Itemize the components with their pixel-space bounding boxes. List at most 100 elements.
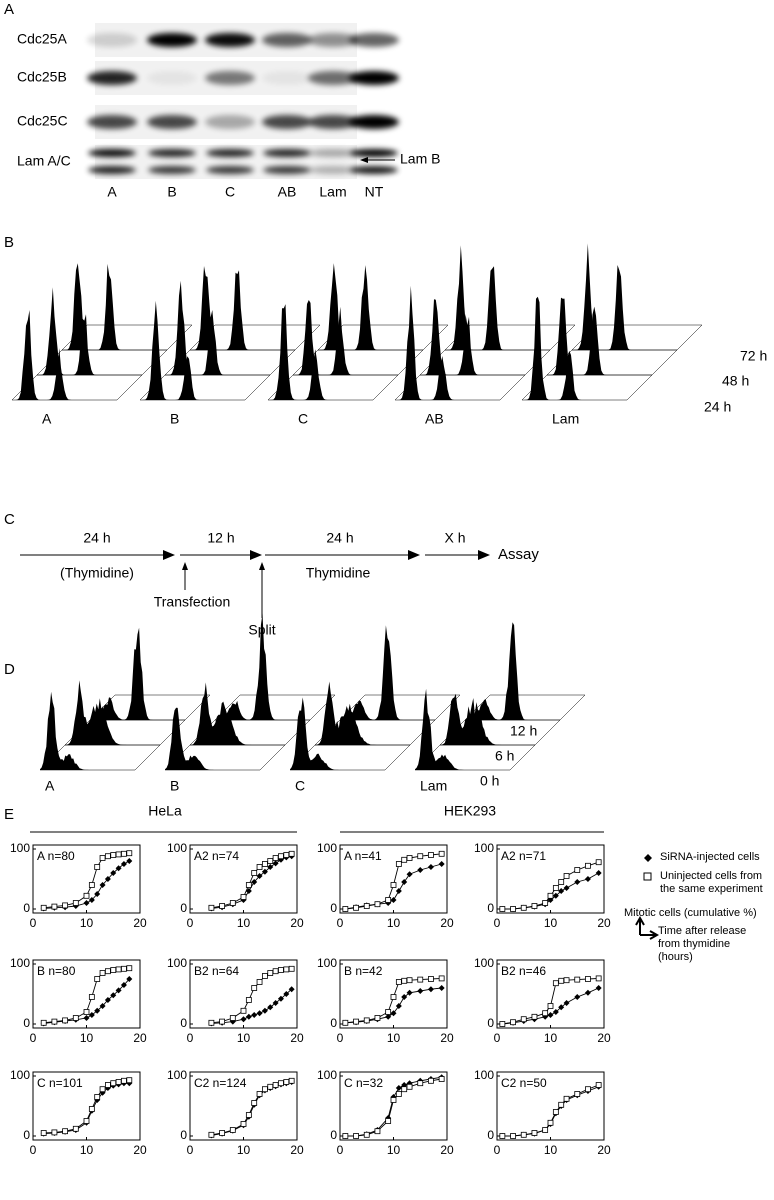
- marker-square: [288, 850, 295, 857]
- band: [350, 149, 398, 157]
- marker-diamond: [99, 882, 106, 888]
- row-label: Cdc25B: [17, 69, 67, 85]
- marker-square: [51, 903, 58, 910]
- marker-square: [219, 903, 226, 909]
- row-label: Cdc25A: [17, 31, 67, 47]
- marker-square: [385, 1118, 392, 1124]
- marker-diamond: [401, 994, 408, 1000]
- row-label: Lam A/C: [17, 153, 71, 169]
- marker-square: [288, 1077, 295, 1084]
- marker-square: [428, 1077, 434, 1084]
- histogram: [465, 622, 560, 720]
- marker-square: [558, 1101, 565, 1108]
- marker-diamond: [99, 1003, 106, 1009]
- marker-square: [51, 1018, 58, 1025]
- marker-square: [283, 966, 290, 973]
- marker-square: [499, 1021, 506, 1027]
- marker-square: [256, 979, 263, 985]
- marker-square: [261, 861, 268, 867]
- marker-diamond: [267, 864, 274, 870]
- marker-diamond: [385, 1013, 392, 1020]
- y-tick-label: 100: [317, 841, 337, 855]
- marker-square: [251, 1100, 258, 1106]
- y-tick-label: 0: [180, 1016, 187, 1030]
- marker-diamond: [110, 992, 117, 999]
- duration: X h: [444, 530, 465, 546]
- marker-square: [115, 1079, 122, 1085]
- chart-title: A n=80: [37, 849, 75, 863]
- marker-square: [401, 1086, 408, 1093]
- marker-diamond: [104, 876, 111, 882]
- marker-square: [563, 1095, 570, 1102]
- y-tick-label: 0: [23, 1128, 30, 1142]
- marker-square: [363, 1131, 370, 1138]
- marker-diamond: [261, 1007, 268, 1014]
- lane-label: A: [107, 184, 117, 200]
- chart-title: B n=80: [37, 964, 76, 978]
- time-label: 6 h: [495, 748, 514, 764]
- arrow-head: [478, 550, 490, 560]
- marker-square: [374, 901, 381, 908]
- marker-square: [272, 1082, 279, 1088]
- histogram: [40, 691, 135, 770]
- lane-label: AB: [278, 184, 297, 200]
- duration: 24 h: [326, 530, 353, 546]
- event-label: Transfection: [154, 594, 231, 610]
- marker-square: [88, 882, 95, 888]
- x-tick-label: 10: [387, 1031, 401, 1045]
- chart-title: A2 n=71: [501, 849, 546, 863]
- marker-diamond: [584, 989, 591, 996]
- marker-diamond: [120, 861, 127, 867]
- histogram: [315, 681, 410, 745]
- marker-square: [438, 975, 445, 982]
- marker-diamond: [240, 1016, 247, 1023]
- x-tick-label: 10: [80, 1143, 94, 1157]
- marker-diamond: [395, 888, 402, 894]
- band: [263, 149, 311, 157]
- legend-square: [643, 872, 652, 881]
- marker-diamond: [438, 861, 445, 867]
- marker-square: [219, 1130, 226, 1136]
- marker-square: [342, 906, 349, 912]
- marker-diamond: [110, 870, 117, 876]
- time-label: 12 h: [510, 723, 537, 739]
- y-tick-label: 0: [330, 901, 337, 915]
- x-tick-label: 10: [80, 1031, 94, 1045]
- x-tick-label: 0: [30, 916, 37, 930]
- chart-title: C n=101: [37, 1076, 83, 1090]
- band: [87, 71, 137, 85]
- marker-square: [229, 900, 236, 906]
- cell-line: HeLa: [148, 803, 182, 819]
- row-label: Cdc25C: [17, 113, 68, 129]
- legend-siRNA: SiRNA-injected cells: [660, 851, 760, 863]
- grid-plane: [89, 694, 211, 721]
- y-tick-label: 0: [180, 1128, 187, 1142]
- marker-diamond: [595, 870, 602, 876]
- marker-diamond: [552, 1009, 559, 1015]
- band: [87, 115, 137, 129]
- chart-title: C2 n=124: [194, 1076, 247, 1090]
- marker-diamond: [94, 891, 101, 897]
- marker-square: [585, 1086, 591, 1093]
- band: [309, 166, 357, 174]
- x-tick-label: 0: [187, 1031, 194, 1045]
- band: [262, 33, 312, 47]
- x-tick-label: 20: [440, 1031, 454, 1045]
- group-label: A: [45, 778, 55, 794]
- marker-square: [563, 873, 570, 879]
- series-line: [502, 1086, 599, 1137]
- marker-square: [558, 879, 565, 885]
- panel-label: B: [4, 234, 14, 251]
- marker-diamond: [595, 985, 602, 991]
- marker-square: [353, 1133, 359, 1139]
- marker-diamond: [390, 1010, 397, 1017]
- group-label: B: [170, 411, 179, 427]
- marker-square: [417, 976, 424, 983]
- marker-square: [110, 967, 117, 973]
- marker-square: [342, 1133, 349, 1139]
- marker-diamond: [115, 865, 122, 872]
- x-tick-label: 0: [187, 916, 194, 930]
- marker-square: [278, 1080, 284, 1087]
- marker-square: [428, 976, 434, 982]
- marker-square: [245, 997, 252, 1003]
